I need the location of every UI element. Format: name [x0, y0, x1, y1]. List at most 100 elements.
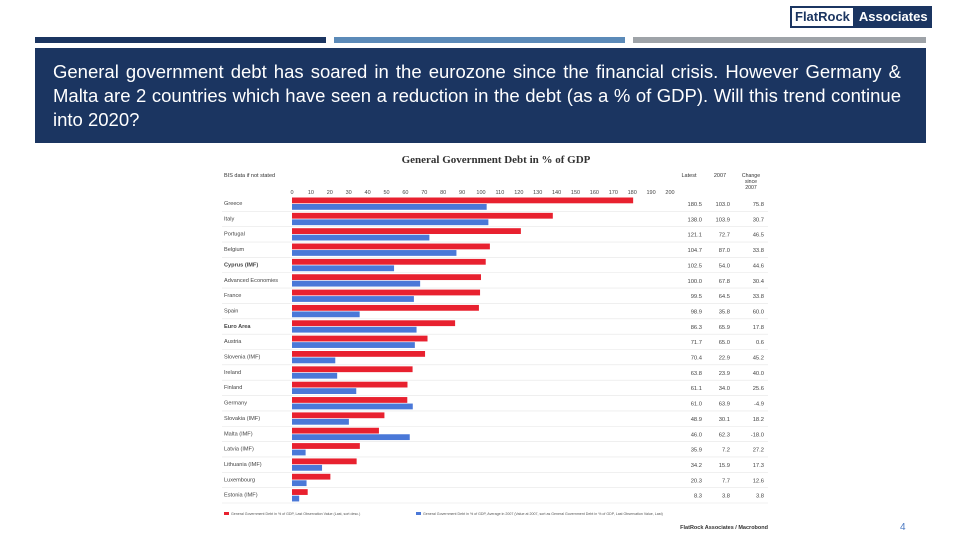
category-label: Lithuania (IMF) — [224, 462, 262, 468]
value-2007: 7.7 — [722, 478, 730, 484]
value-2007: 65.0 — [719, 340, 730, 346]
value-change: 3.8 — [756, 494, 764, 500]
value-2007: 72.7 — [719, 233, 730, 239]
bar-latest — [292, 443, 360, 449]
value-change: 40.0 — [753, 371, 764, 377]
bar-latest — [292, 289, 481, 296]
bar-2007 — [292, 326, 417, 333]
category-label: Luxembourg — [224, 477, 255, 483]
value-latest: 34.2 — [691, 463, 702, 469]
value-2007: 63.9 — [719, 402, 730, 408]
tick-label: 100 — [476, 190, 485, 196]
bar-2007 — [292, 250, 457, 256]
chart-title: General Government Debt in % of GDP — [401, 154, 591, 166]
header-change-line: since — [745, 179, 757, 185]
value-latest: 61.0 — [691, 402, 702, 408]
bar-2007 — [292, 418, 349, 425]
header-2007: 2007 — [714, 173, 726, 179]
tick-label: 110 — [496, 190, 505, 196]
value-latest: 35.9 — [691, 448, 702, 454]
header-latest: Latest — [682, 173, 697, 179]
debt-chart: General Government Debt in % of GDP BIS … — [220, 150, 772, 535]
value-latest: 99.5 — [691, 294, 702, 300]
value-latest: 48.9 — [691, 417, 702, 423]
bar-latest — [292, 243, 490, 250]
value-latest: 104.7 — [687, 248, 702, 254]
bar-latest — [292, 228, 521, 234]
value-2007: 67.8 — [719, 279, 730, 285]
value-2007: 15.9 — [719, 463, 730, 469]
category-label: Ireland — [224, 370, 241, 376]
value-latest: 61.1 — [691, 386, 702, 392]
legend-swatch-latest — [224, 512, 229, 515]
tick-label: 200 — [665, 190, 674, 196]
value-2007: 64.5 — [719, 294, 730, 300]
tick-label: 180 — [628, 190, 637, 196]
tick-label: 80 — [440, 190, 446, 196]
value-2007: 3.8 — [722, 494, 730, 500]
category-label: France — [224, 293, 241, 299]
bar-2007 — [292, 265, 395, 272]
value-latest: 121.1 — [687, 233, 702, 239]
value-change: 45.2 — [753, 356, 764, 362]
bar-2007 — [292, 372, 338, 379]
value-change: 17.3 — [753, 463, 764, 469]
category-label: Finland — [224, 385, 242, 391]
bar-2007 — [292, 219, 489, 226]
bar-latest — [292, 304, 479, 311]
bar-latest — [292, 274, 481, 281]
tick-label: 60 — [402, 190, 408, 196]
value-change: 0.6 — [756, 340, 764, 346]
tick-label: 70 — [421, 190, 427, 196]
value-latest: 71.7 — [691, 340, 702, 346]
chart-note: BIS data if not stated — [224, 173, 275, 179]
bar-latest — [292, 381, 408, 388]
value-latest: 180.5 — [687, 202, 702, 208]
category-label: Spain — [224, 308, 238, 314]
value-change: 12.6 — [753, 478, 764, 484]
value-2007: 65.9 — [719, 325, 730, 331]
value-2007: 103.0 — [715, 202, 730, 208]
bar-latest — [292, 366, 413, 373]
value-change: 75.8 — [753, 202, 764, 208]
bar-2007 — [292, 403, 413, 410]
bar-2007 — [292, 280, 421, 287]
header-stripe-blue — [334, 37, 625, 43]
value-change: 46.5 — [753, 233, 764, 239]
value-change: -18.0 — [751, 432, 764, 438]
bar-2007 — [292, 480, 307, 487]
category-label: Estonia (IMF) — [224, 493, 258, 499]
headline-banner: General government debt has soared in th… — [35, 48, 926, 143]
value-2007: 34.0 — [719, 386, 730, 392]
value-change: 33.8 — [753, 294, 764, 300]
bar-2007 — [292, 204, 487, 210]
legend-swatch-2007 — [416, 512, 421, 515]
value-latest: 100.0 — [687, 279, 702, 285]
value-latest: 98.9 — [691, 309, 702, 315]
bar-2007 — [292, 311, 360, 318]
page-number: 4 — [900, 522, 906, 533]
bar-latest — [292, 212, 553, 219]
tick-label: 190 — [647, 190, 656, 196]
tick-label: 160 — [590, 190, 599, 196]
header-change-line: 2007 — [745, 185, 757, 191]
value-change: 60.0 — [753, 309, 764, 315]
value-change: 44.6 — [753, 263, 764, 269]
bar-2007 — [292, 434, 410, 441]
value-2007: 54.0 — [719, 263, 730, 269]
bar-2007 — [292, 464, 323, 471]
bar-2007 — [292, 234, 430, 241]
bar-latest — [292, 412, 385, 419]
flatrock-logo: FlatRock Associates — [790, 5, 932, 29]
bar-2007 — [292, 342, 415, 348]
bar-latest — [292, 258, 486, 265]
bar-latest — [292, 427, 379, 434]
category-label: Euro Area — [224, 324, 251, 330]
bar-2007 — [292, 449, 306, 456]
value-2007: 7.2 — [722, 448, 730, 454]
bar-2007 — [292, 357, 336, 364]
logo-part-1: FlatRock — [790, 6, 855, 28]
value-2007: 62.3 — [719, 432, 730, 438]
value-change: -4.9 — [754, 402, 764, 408]
value-change: 18.2 — [753, 417, 764, 423]
